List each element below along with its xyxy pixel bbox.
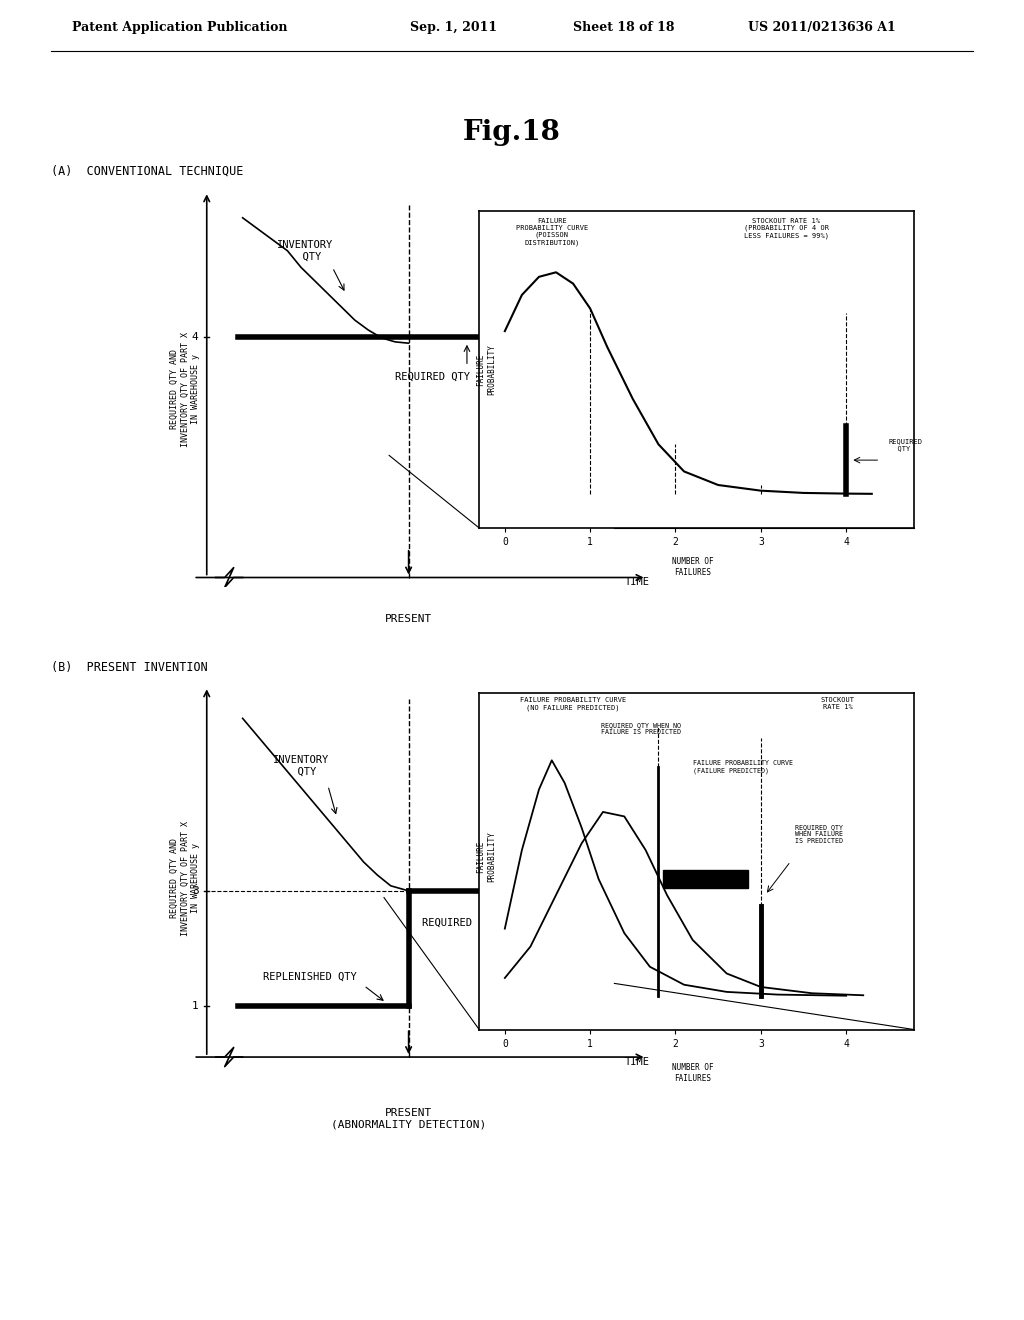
Text: REQUIRED
  QTY: REQUIRED QTY	[889, 438, 923, 450]
Text: Fig.18: Fig.18	[463, 119, 561, 145]
Text: REQUIRED QTY AND
INVENTORY QTY OF PART X
IN WAREHOUSE y: REQUIRED QTY AND INVENTORY QTY OF PART X…	[170, 331, 200, 447]
Text: Patent Application Publication: Patent Application Publication	[72, 21, 287, 34]
Text: TIME: TIME	[625, 577, 650, 587]
Text: REQUIRED QTY (VARIABLE): REQUIRED QTY (VARIABLE)	[422, 917, 565, 928]
Text: REPLENISHED QTY: REPLENISHED QTY	[263, 972, 356, 982]
Text: NUMBER OF
FAILURES: NUMBER OF FAILURES	[672, 1064, 714, 1082]
FancyArrow shape	[663, 870, 749, 888]
Text: 4: 4	[191, 331, 199, 342]
Text: REQUIRED QTY
WHEN FAILURE
IS PREDICTED: REQUIRED QTY WHEN FAILURE IS PREDICTED	[795, 825, 843, 845]
Text: PRESENT
(ABNORMALITY DETECTION): PRESENT (ABNORMALITY DETECTION)	[331, 1109, 486, 1130]
Text: INVENTORY
  QTY: INVENTORY QTY	[278, 240, 334, 261]
Text: FAILURE
PROBABILITY: FAILURE PROBABILITY	[476, 345, 496, 395]
Text: TIME: TIME	[625, 1056, 650, 1067]
Text: 1: 1	[191, 1001, 199, 1011]
Text: FAILURE
PROBABILITY CURVE
(POISSON
DISTRIBUTION): FAILURE PROBABILITY CURVE (POISSON DISTR…	[516, 218, 588, 246]
Text: REQUIRED QTY AND
INVENTORY QTY OF PART X
IN WAREHOUSE y: REQUIRED QTY AND INVENTORY QTY OF PART X…	[170, 821, 200, 936]
Text: FAILURE PROBABILITY CURVE
(NO FAILURE PREDICTED): FAILURE PROBABILITY CURVE (NO FAILURE PR…	[520, 697, 627, 711]
Text: NUMBER OF
FAILURES: NUMBER OF FAILURES	[672, 557, 714, 577]
Text: US 2011/0213636 A1: US 2011/0213636 A1	[748, 21, 895, 34]
Text: 3: 3	[191, 886, 199, 896]
Text: REQUIRED QTY (CONSTANT): REQUIRED QTY (CONSTANT)	[395, 371, 539, 381]
Text: (A)  CONVENTIONAL TECHNIQUE: (A) CONVENTIONAL TECHNIQUE	[51, 164, 244, 177]
Text: PRESENT: PRESENT	[385, 614, 432, 624]
Text: Sheet 18 of 18: Sheet 18 of 18	[573, 21, 675, 34]
Text: STOCKOUT
RATE 1%: STOCKOUT RATE 1%	[820, 697, 855, 710]
Text: FAILURE PROBABILITY CURVE
(FAILURE PREDICTED): FAILURE PROBABILITY CURVE (FAILURE PREDI…	[692, 760, 793, 774]
Text: REQUIRED QTY WHEN NO
FAILURE IS PREDICTED: REQUIRED QTY WHEN NO FAILURE IS PREDICTE…	[601, 722, 681, 735]
Text: (B)  PRESENT INVENTION: (B) PRESENT INVENTION	[51, 660, 208, 673]
Text: INVENTORY
  QTY: INVENTORY QTY	[272, 755, 329, 777]
Text: FAILURE
PROBABILITY: FAILURE PROBABILITY	[476, 832, 496, 882]
Text: Sep. 1, 2011: Sep. 1, 2011	[410, 21, 497, 34]
Text: STOCKOUT RATE 1%
(PROBABILITY OF 4 OR
LESS FAILURES = 99%): STOCKOUT RATE 1% (PROBABILITY OF 4 OR LE…	[743, 218, 829, 239]
